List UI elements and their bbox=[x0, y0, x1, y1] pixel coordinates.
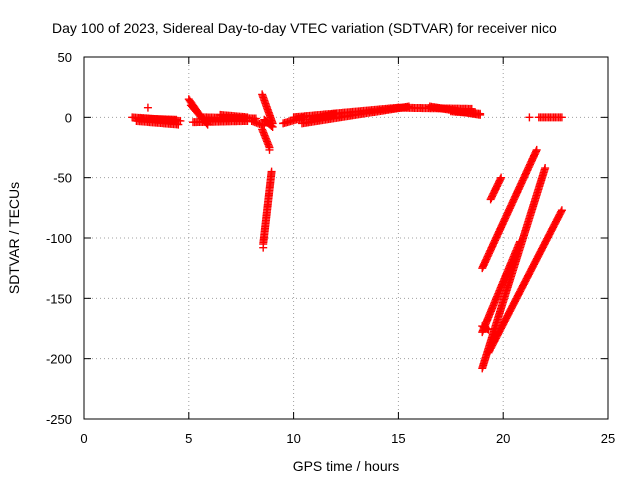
data-point bbox=[265, 145, 274, 154]
x-tick-label: 15 bbox=[391, 431, 405, 446]
data-point bbox=[174, 120, 183, 129]
x-tick-label: 5 bbox=[185, 431, 192, 446]
data-point bbox=[497, 173, 506, 182]
data-point bbox=[532, 145, 541, 154]
y-tick-label: -150 bbox=[46, 291, 72, 306]
data-point bbox=[557, 113, 566, 122]
y-tick-label: -250 bbox=[46, 412, 72, 427]
data-layer bbox=[128, 90, 566, 373]
x-tick-label: 25 bbox=[601, 431, 615, 446]
y-tick-label: 0 bbox=[65, 110, 72, 125]
x-tick-label: 20 bbox=[496, 431, 510, 446]
data-series-segment bbox=[306, 109, 340, 124]
data-series-segment bbox=[534, 113, 566, 122]
x-tick-label: 10 bbox=[286, 431, 300, 446]
chart-title: Day 100 of 2023, Sidereal Day-to-day VTE… bbox=[52, 20, 557, 36]
data-point bbox=[331, 109, 340, 118]
data-series-segment bbox=[478, 322, 493, 334]
data-point bbox=[525, 113, 534, 122]
y-tick-label: -50 bbox=[53, 171, 72, 186]
data-series-segment bbox=[258, 90, 277, 128]
data-point bbox=[259, 243, 268, 252]
data-series-segment bbox=[259, 167, 276, 249]
data-point bbox=[484, 325, 493, 334]
x-tick-label: 0 bbox=[80, 431, 87, 446]
y-axis-label: SDTVAR / TECUs bbox=[6, 182, 22, 294]
data-point bbox=[172, 115, 181, 124]
data-point bbox=[267, 121, 276, 130]
y-tick-label: -100 bbox=[46, 231, 72, 246]
data-point bbox=[243, 113, 252, 122]
data-point bbox=[483, 324, 492, 333]
data-point bbox=[515, 237, 524, 246]
data-series-segment bbox=[134, 114, 181, 124]
data-point bbox=[541, 164, 550, 173]
y-tick-label: 50 bbox=[58, 50, 72, 65]
data-point bbox=[267, 167, 276, 176]
data-series-segment bbox=[486, 173, 506, 204]
data-series-segment bbox=[446, 107, 485, 118]
data-series-segment bbox=[216, 110, 252, 122]
y-tick-label: -200 bbox=[46, 352, 72, 367]
data-point bbox=[143, 103, 152, 112]
data-series-segment bbox=[260, 115, 277, 131]
x-axis-label: GPS time / hours bbox=[293, 458, 400, 474]
data-point bbox=[268, 122, 277, 131]
tick-layer: 0 5 10 15 20 25 50 0 -50 -100 -150 -200 -250 bbox=[46, 50, 615, 446]
data-point bbox=[476, 109, 485, 118]
data-point bbox=[557, 206, 566, 215]
data-series-segment bbox=[484, 206, 566, 357]
data-point bbox=[557, 207, 566, 216]
data-series-segment bbox=[478, 145, 541, 273]
